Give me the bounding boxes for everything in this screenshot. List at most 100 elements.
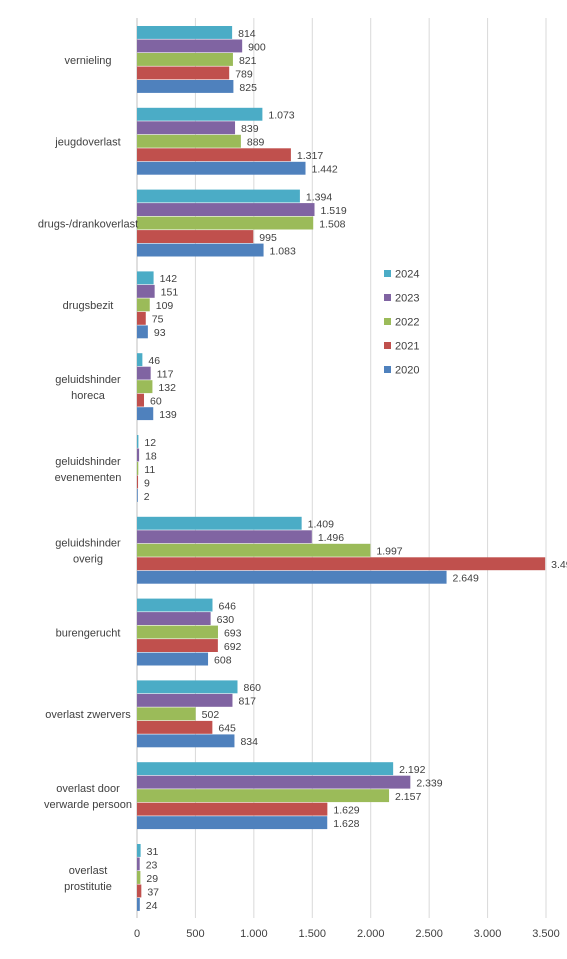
bar-2020 (137, 816, 328, 830)
bar-2021 (137, 311, 146, 325)
bar-2022 (137, 134, 241, 148)
bar-2020 (137, 898, 140, 911)
category-label: drugsbezit (63, 300, 114, 312)
category-labels: vernieling jeugdoverlast drugs-/drankoverl… (38, 55, 138, 893)
data-label: 12 (144, 437, 156, 449)
data-label: 646 (218, 600, 236, 612)
data-label: 23 (146, 859, 158, 871)
category-label: overlast door (56, 783, 120, 795)
category-label: evenementen (55, 472, 122, 484)
x-axis: 0 500 1.000 1.500 2.000 2.500 3.000 3.500 (134, 928, 560, 940)
data-label: 37 (147, 886, 159, 898)
data-label: 2.192 (399, 764, 425, 776)
bar-2023 (137, 284, 155, 298)
data-label: 1.628 (333, 818, 359, 830)
data-label: 1.073 (268, 110, 294, 122)
data-label: 151 (161, 287, 179, 299)
legend-label: 2024 (395, 269, 419, 281)
data-label: 109 (156, 300, 174, 312)
data-label: 1.083 (270, 245, 296, 257)
category-label: burengerucht (56, 627, 121, 639)
data-label: 1.508 (319, 218, 345, 230)
legend-label: 2023 (395, 293, 419, 305)
data-label: 1.394 (306, 191, 332, 203)
data-label: 608 (214, 654, 232, 666)
bar-2021 (137, 720, 213, 734)
data-label: 2.339 (416, 777, 442, 789)
data-label: 2.649 (453, 573, 479, 585)
data-label: 93 (154, 327, 166, 339)
data-label: 889 (247, 137, 265, 149)
bar-2024 (137, 598, 213, 612)
bar-2024 (137, 26, 233, 39)
bar-2023 (137, 203, 315, 216)
data-label: 1.629 (333, 804, 359, 816)
bars (137, 26, 546, 911)
bar-2020 (137, 161, 306, 175)
bar-2021 (137, 66, 230, 80)
x-tick-label: 2.000 (357, 928, 385, 940)
data-label: 821 (239, 55, 257, 67)
data-label: 900 (248, 41, 266, 53)
category-label: geluidshinder (55, 538, 121, 550)
x-tick-label: 1.000 (240, 928, 268, 940)
category-label: vernieling (64, 55, 111, 67)
data-label: 1.317 (297, 150, 323, 162)
data-label: 1.442 (312, 164, 338, 176)
bar-2021 (137, 475, 139, 489)
data-label: 1.997 (376, 546, 402, 558)
bar-2020 (137, 325, 148, 339)
legend-label: 2022 (395, 317, 419, 329)
data-label: 46 (148, 355, 160, 367)
data-label: 995 (259, 232, 277, 244)
data-label: 2.157 (395, 791, 421, 803)
data-label: 139 (159, 409, 177, 421)
bar-2021 (137, 802, 328, 816)
bar-2024 (137, 762, 394, 776)
bar-2021 (137, 148, 291, 162)
bar-2023 (137, 448, 140, 462)
data-label: 825 (239, 82, 257, 94)
data-label: 693 (224, 627, 242, 639)
data-label: 630 (217, 614, 235, 626)
category-label: jeugdoverlast (54, 137, 120, 149)
data-label: 860 (243, 682, 261, 694)
x-tick-label: 0 (134, 928, 140, 940)
data-label: 117 (157, 368, 174, 380)
legend-label: 2020 (395, 365, 419, 377)
legend: 2024 2023 2022 2021 2020 (384, 269, 419, 377)
data-label: 789 (235, 68, 253, 80)
data-label: 29 (146, 873, 158, 885)
x-tick-label: 2.500 (415, 928, 443, 940)
bar-2024 (137, 189, 300, 203)
bar-2020 (137, 489, 138, 502)
data-label: 11 (144, 464, 155, 476)
bar-2023 (137, 693, 233, 707)
bar-2020 (137, 734, 235, 748)
data-label: 1.496 (318, 532, 344, 544)
data-label: 502 (202, 709, 220, 721)
bar-2022 (137, 462, 139, 475)
bar-2022 (137, 871, 141, 884)
category-label: overlast zwervers (45, 709, 131, 721)
legend-swatch-2022 (384, 318, 391, 325)
category-label: verwarde persoon (44, 799, 132, 811)
category-label: horeca (71, 390, 106, 402)
bar-2024 (137, 844, 141, 857)
bar-2022 (137, 707, 196, 721)
bar-2023 (137, 775, 411, 789)
bar-2023 (137, 121, 236, 135)
data-label: 839 (241, 123, 259, 135)
bar-2022 (137, 543, 371, 557)
bar-2023 (137, 39, 243, 53)
data-label: 817 (238, 696, 256, 708)
legend-swatch-2023 (384, 294, 391, 301)
bar-2020 (137, 652, 209, 666)
bar-2024 (137, 353, 143, 367)
bar-2021 (137, 230, 254, 243)
data-label: 18 (145, 450, 157, 462)
legend-swatch-2021 (384, 342, 391, 349)
bar-2022 (137, 298, 150, 312)
